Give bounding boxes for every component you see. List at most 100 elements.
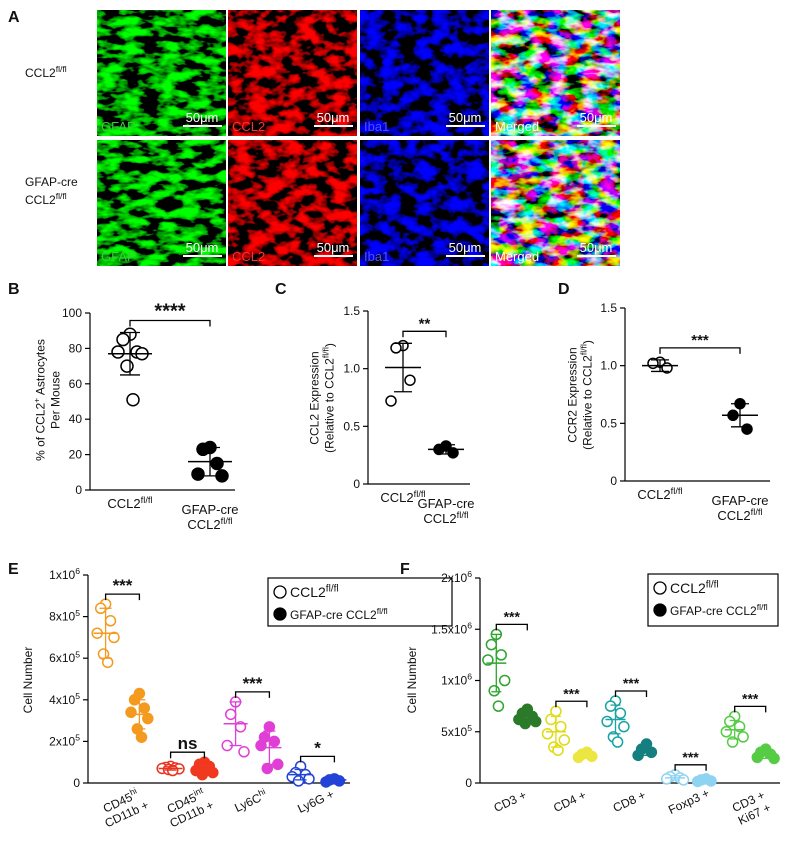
data-point (263, 721, 276, 733)
text-segment: CCL2 (107, 496, 140, 511)
micrograph (97, 10, 226, 136)
superscript: fl/fl (56, 191, 67, 201)
significance-label: *** (504, 608, 521, 624)
superscript: fl/fl (671, 486, 683, 496)
text-segment: 5x10 (441, 725, 467, 739)
y-tick-label: 8x105 (49, 608, 80, 624)
significance-label: ns (178, 734, 198, 753)
x-tick-label: CCL2fl/fl (107, 495, 152, 511)
panel-letter: B (8, 281, 20, 298)
superscript: fl/fl (377, 606, 388, 616)
y-tick-label: 6x105 (49, 649, 80, 665)
data-point (108, 631, 120, 644)
significance-label: *** (623, 675, 640, 691)
superscript: fl/fl (706, 579, 719, 590)
significance-bracket (169, 751, 206, 759)
text-segment: CCL2 (290, 584, 326, 600)
y-tick-label: 1.5 (600, 301, 617, 315)
legend-label: CCL2fl/fl (290, 583, 339, 600)
text-segment: 4x10 (49, 693, 75, 707)
data-point (485, 638, 498, 651)
superscript: fl/fl (56, 64, 67, 74)
micrograph (491, 10, 620, 136)
superscript: fl/fl (321, 347, 331, 358)
micrograph (97, 140, 226, 266)
data-point (558, 734, 571, 746)
legend-label: GFAP-cre CCL2fl/fl (290, 606, 388, 622)
text-segment: CCL2 Expression (308, 351, 322, 444)
data-point (660, 773, 673, 785)
data-point (720, 726, 733, 738)
data-point (385, 395, 397, 407)
data-point (541, 728, 554, 740)
channel-label: Merged (495, 249, 539, 264)
superscript: + (32, 398, 42, 403)
y-tick-label: 1.0 (343, 362, 360, 376)
scale-bar-label: 50μm (317, 240, 350, 255)
significance-label: ** (419, 315, 431, 332)
scale-bar-label: 50μm (186, 240, 219, 255)
y-tick-label: 1.5 (343, 304, 360, 318)
text-segment: GFAP-cre CCL2 (290, 608, 377, 622)
text-segment: CCL2 (25, 193, 56, 207)
superscript: 5 (75, 733, 80, 743)
legend-marker (653, 603, 667, 617)
micrograph (491, 140, 620, 266)
y-tick-label: 100 (62, 306, 82, 320)
data-point (238, 746, 250, 758)
superscript: 5 (75, 608, 80, 618)
significance-bracket (659, 347, 741, 354)
text-segment: Astrocytes (34, 339, 48, 398)
text-segment: 1x10 (49, 568, 75, 582)
text-segment: 1x10 (441, 674, 467, 688)
significance-label: *** (113, 576, 133, 595)
panel-letter: C (275, 281, 287, 298)
superscript: 6 (467, 620, 472, 630)
x-tick-label: CCL2fl/fl (637, 486, 682, 502)
channel-label: CCL2 (232, 119, 265, 134)
superscript: fl/fl (326, 583, 339, 594)
channel-label: Merged (495, 119, 539, 134)
significance-bracket (234, 691, 271, 698)
text-segment: ) (323, 343, 337, 347)
text-segment: CCL2 (717, 508, 750, 523)
legend-box (267, 577, 453, 627)
text-segment: CCL2 (187, 517, 220, 532)
row-label: CCL2fl/fl (25, 64, 67, 80)
scale-bar-label: 50μm (317, 110, 350, 125)
data-point (268, 735, 281, 748)
superscript: fl/fl (457, 510, 469, 520)
y-tick-label: 1x106 (441, 672, 472, 688)
y-tick-label: 4x105 (49, 691, 80, 707)
scale-bar-label: 50μm (449, 240, 482, 255)
significance-bracket (299, 755, 336, 763)
text-segment: GFAP-cre (181, 502, 238, 517)
significance-label: *** (691, 332, 709, 349)
y-tick-label: 20 (69, 448, 83, 462)
y-tick-label: 0 (75, 483, 82, 497)
data-point (261, 762, 274, 775)
data-point (126, 392, 140, 407)
data-point (737, 731, 749, 743)
scale-bar-label: 50μm (186, 110, 219, 125)
text-segment: 2x10 (441, 571, 467, 585)
significance-label: *** (682, 749, 699, 765)
data-point (498, 674, 511, 687)
text-segment: GFAP-cre (417, 496, 474, 511)
superscript: 5 (467, 723, 472, 733)
text-segment: Per Mouse (49, 371, 63, 429)
data-point (741, 423, 753, 435)
y-tick-label: 1x106 (49, 566, 80, 582)
y-axis-title: % of CCL2+ AstrocytesPer Mouse (32, 339, 63, 461)
text-segment: ) (581, 340, 595, 344)
legend-box (647, 573, 779, 627)
data-point (196, 442, 210, 457)
significance-label: **** (154, 300, 185, 322)
data-point (604, 700, 617, 712)
superscript: fl/fl (757, 602, 768, 612)
panel-letter: F (400, 561, 410, 578)
data-point (618, 720, 630, 733)
data-point (555, 720, 567, 733)
text-segment: Cell Number (405, 647, 419, 714)
